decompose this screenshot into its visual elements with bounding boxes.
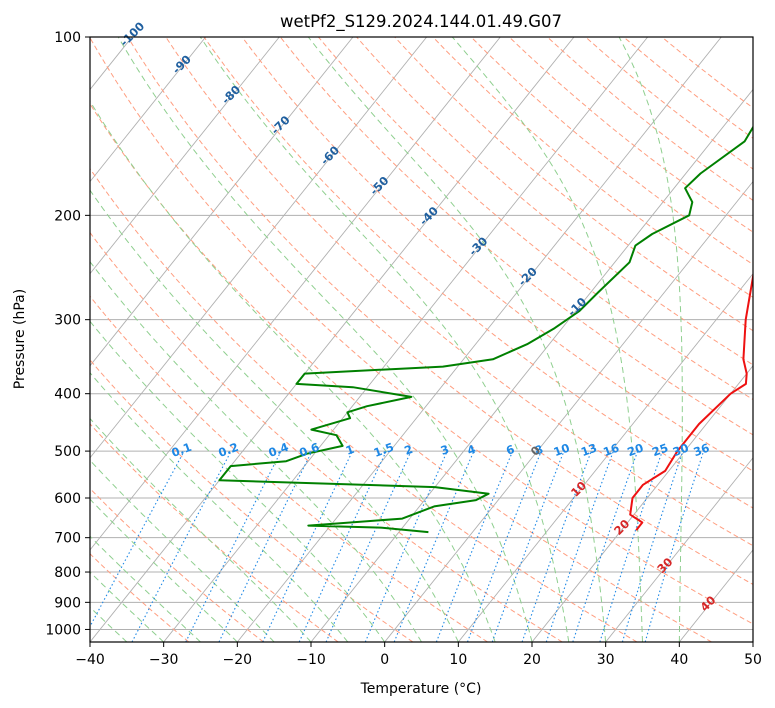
dry-adiabat-line: [127, 37, 753, 585]
y-tick-label: 1000: [45, 622, 81, 638]
isotherm-line: [310, 88, 753, 642]
dry-adiabat-line: [203, 37, 753, 509]
mixing-ratio-line: [393, 450, 475, 642]
mixing-ratio-label: 16: [601, 441, 621, 460]
moist-adiabat-line: [90, 535, 201, 642]
dewpoint-profile-line: [218, 125, 753, 534]
y-tick-label: 800: [54, 565, 81, 581]
mixing-ratio-line: [90, 450, 185, 628]
dry-adiabat-line: [90, 167, 638, 642]
moist-adiabat-line: [90, 189, 459, 642]
y-tick-label: 100: [54, 30, 81, 46]
x-tick-label: −40: [75, 652, 105, 668]
isotherm-line: [0, 37, 58, 642]
x-tick-label: 10: [449, 652, 467, 668]
y-tick-label: 600: [54, 491, 81, 507]
chart-title: wetPf2_S129.2024.144.01.49.G07: [280, 12, 562, 32]
moist-adiabat-line: [90, 571, 165, 642]
mixing-ratio-label: 0.1: [170, 440, 194, 460]
background-grid: [0, 37, 753, 642]
dry-adiabat-line: [90, 37, 753, 625]
isotherm-line: [90, 37, 354, 367]
x-tick-label: 20: [523, 652, 541, 668]
mixing-ratio-label: 25: [650, 441, 670, 460]
isotherm-line: [236, 37, 722, 642]
mixing-ratio-label: 13: [579, 441, 599, 460]
dry-adiabat-line: [90, 102, 712, 642]
x-axis-label: Temperature (°C): [360, 681, 482, 697]
moist-adiabat-line: [90, 459, 275, 642]
dry-adiabat-line: [279, 37, 753, 436]
isotherm-line: [605, 457, 753, 642]
mixing-ratio-line: [599, 450, 663, 642]
isotherm-line: [752, 641, 753, 642]
mixing-ratio-label: 0.4: [266, 440, 290, 460]
mixing-ratio-line: [364, 450, 448, 642]
x-tick-label: 0: [380, 652, 389, 668]
x-tick-label: 50: [744, 652, 762, 668]
dry-adiabat-line: [394, 37, 753, 332]
mixing-ratio-line: [644, 450, 705, 642]
mixing-ratio-line: [298, 450, 387, 642]
x-tick-label: 30: [597, 652, 615, 668]
moist-adiabat-line: [90, 498, 238, 642]
dry-adiabat-line: [90, 487, 264, 642]
isotherm-line: [457, 272, 753, 642]
mixing-ratio-line: [325, 450, 412, 642]
moist-adiabat-line: [618, 37, 683, 642]
dry-adiabat-line: [547, 37, 753, 201]
isotherm-line: [90, 37, 280, 275]
mixing-ratio-label: 20: [625, 441, 645, 460]
mixing-ratio-label: 0.2: [216, 440, 240, 460]
x-tick-label: −30: [149, 652, 179, 668]
isotherm-line: [531, 365, 753, 642]
y-tick-label: 500: [54, 444, 81, 460]
mixing-ratio-line: [545, 450, 614, 642]
mixing-ratio-label: 30: [671, 441, 691, 460]
dry-adiabat-line: [90, 231, 563, 642]
mixing-ratio-label: 0.6: [297, 440, 321, 460]
isotherm-line: [90, 37, 207, 183]
dry-adiabat-line: [90, 359, 414, 642]
temperature-profile-line: [629, 271, 753, 531]
x-tick-label: −10: [296, 652, 326, 668]
y-tick-label: 200: [54, 208, 81, 224]
moist-adiabat-line: [307, 37, 607, 642]
mixing-ratio-line: [621, 450, 684, 642]
series-layer: [218, 125, 753, 534]
axes: −40 −30 −20 −10 0 10 20 30 40 50 100 200 300 400 500 60…: [45, 30, 762, 668]
isotherm-line: [90, 37, 501, 551]
plot-frame: [89, 36, 754, 643]
moist-adiabat-line: [117, 37, 533, 642]
plot-background: [90, 37, 753, 642]
dry-adiabat-line: [165, 37, 753, 547]
isotherm-line: [163, 37, 649, 642]
mixing-ratio-label: 10: [552, 441, 572, 460]
isotherm-line: [90, 37, 428, 459]
moist-adiabat-line: [451, 37, 643, 642]
y-tick-label: 900: [54, 595, 81, 611]
dry-adiabat-line: [90, 295, 488, 642]
y-tick-label: 400: [54, 387, 81, 403]
y-axis-label: Pressure (hPa): [12, 289, 28, 389]
mixing-ratio-line: [521, 450, 592, 642]
mixing-ratio-line: [262, 450, 353, 642]
dry-adiabat-line: [470, 37, 753, 266]
moist-adiabat-line: [90, 260, 422, 642]
x-tick-label: −20: [223, 652, 253, 668]
moist-adiabat-line: [199, 37, 570, 642]
dry-adiabat-line: [318, 37, 753, 401]
moist-adiabat-line: [90, 320, 386, 642]
y-tick-label: 300: [54, 313, 81, 329]
y-tick-label: 700: [54, 531, 81, 547]
mixing-ratio-label: 1.5: [372, 440, 396, 460]
mixing-ratio-label: 36: [691, 441, 711, 460]
mixing-ratio-line: [572, 450, 639, 642]
isotherm-line: [384, 180, 753, 642]
x-tick-label: 40: [670, 652, 688, 668]
moist-adiabat-line: [90, 372, 349, 642]
